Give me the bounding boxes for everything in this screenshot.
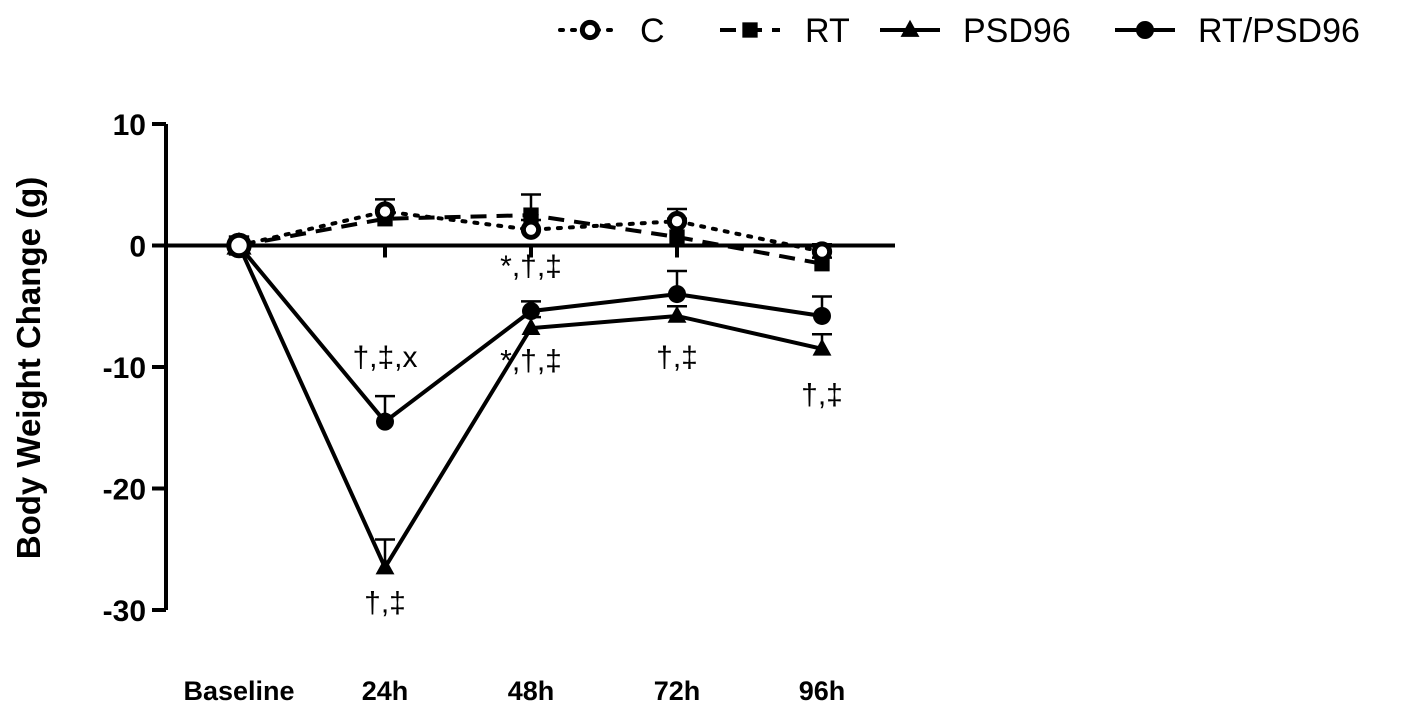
axes: 10 0 -10 -20 -30 Baseline 24h 48h 72h 96h xyxy=(103,109,895,704)
x-tick-label: Baseline xyxy=(183,676,294,704)
y-tick-label: -20 xyxy=(103,474,146,507)
y-tick-label: -10 xyxy=(103,352,146,385)
data-point xyxy=(669,229,685,245)
data-point xyxy=(813,306,831,325)
legend-label: RT/PSD96 xyxy=(1198,12,1360,50)
legend-label: C xyxy=(640,12,665,50)
y-tick-label: 10 xyxy=(113,109,146,142)
data-point xyxy=(374,201,396,222)
significance-annotation: †,‡ xyxy=(801,379,843,412)
annotations: †,‡,x †,‡ *,†,‡ *,†,‡ †,‡ †,‡ xyxy=(352,250,842,620)
series-line xyxy=(237,209,824,254)
significance-annotation: †,‡ xyxy=(656,341,698,374)
x-tick-label: 96h xyxy=(799,676,846,704)
legend-item-rt: RT xyxy=(720,12,850,50)
data-point xyxy=(579,19,601,41)
data-point xyxy=(375,557,395,575)
y-tick-label: -30 xyxy=(103,595,146,628)
data-point xyxy=(226,232,252,259)
data-point xyxy=(520,219,542,240)
significance-annotation: *,†,‡ xyxy=(500,345,562,378)
data-point xyxy=(668,285,686,304)
legend: C RT PSD96 RT/PSD96 xyxy=(558,12,1360,50)
y-tick-label: 0 xyxy=(129,231,146,264)
data-point xyxy=(1136,21,1154,39)
significance-annotation: *,†,‡ xyxy=(500,250,562,283)
legend-item-rt-psd96: RT/PSD96 xyxy=(1115,12,1360,50)
legend-label: PSD96 xyxy=(963,12,1071,50)
significance-annotation: †,‡,x xyxy=(352,341,417,374)
series-c xyxy=(226,198,833,262)
legend-item-c: C xyxy=(558,12,665,50)
x-tick-label: 24h xyxy=(362,676,409,704)
x-tick-label: 72h xyxy=(654,676,701,704)
significance-annotation: †,‡ xyxy=(364,586,406,619)
data-point xyxy=(667,305,687,323)
series-psd96 xyxy=(226,231,832,575)
data-point xyxy=(666,211,688,232)
data-point xyxy=(812,338,832,356)
data-point xyxy=(742,22,758,38)
y-axis-label: Body Weight Change (g) xyxy=(10,177,47,560)
series-layer xyxy=(226,193,833,575)
legend-label: RT xyxy=(805,12,850,50)
data-point xyxy=(521,317,541,335)
data-point xyxy=(522,302,540,321)
legend-item-psd96: PSD96 xyxy=(880,12,1071,50)
data-point xyxy=(811,241,833,262)
data-point xyxy=(376,412,394,431)
data-point xyxy=(900,19,920,37)
series-line xyxy=(237,244,823,572)
x-tick-label: 48h xyxy=(508,676,555,704)
